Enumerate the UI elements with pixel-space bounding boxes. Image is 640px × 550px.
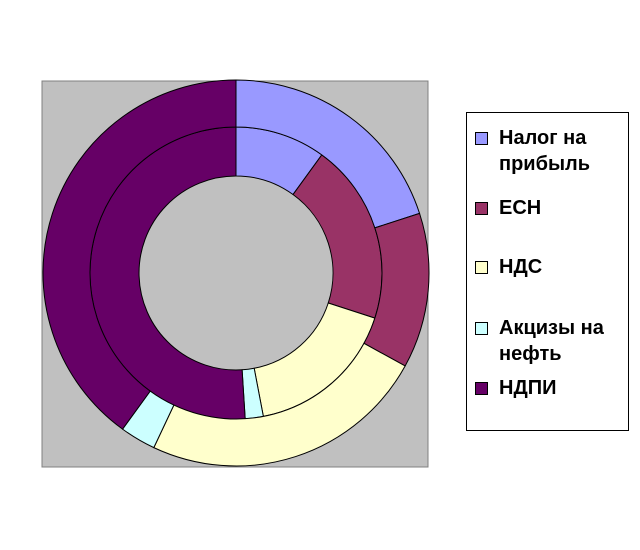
legend-label-ndpi: НДПИ — [499, 377, 557, 399]
legend-swatch-nds — [475, 261, 488, 274]
legend-swatch-esn — [475, 202, 488, 215]
outer-ring-slice-ndpi — [42, 79, 237, 430]
legend-swatch-ndpi — [475, 382, 488, 395]
rings-group — [42, 79, 430, 467]
legend-label-nds: НДС — [499, 256, 543, 278]
legend-swatch-nalog — [475, 132, 488, 145]
legend-swatch-akcizy — [475, 322, 488, 335]
legend-label-nalog: Налог на прибыль — [499, 127, 591, 175]
legend-label-esn: ЕСН — [499, 197, 542, 219]
legend-label-akcizy: Акцизы на нефть — [499, 317, 604, 365]
legend: Налог на прибыль ЕСН НДС Акцизы на нефть… — [466, 112, 629, 431]
